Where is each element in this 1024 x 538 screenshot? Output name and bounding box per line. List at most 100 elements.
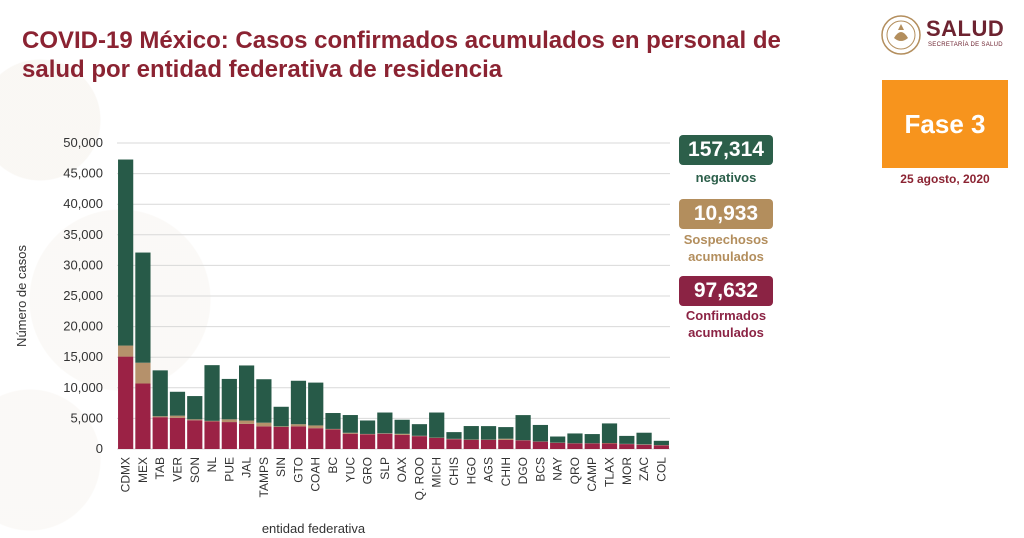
bar-negativos [463, 426, 479, 440]
bar-sospechosos [187, 419, 203, 421]
bar-confirmados [498, 439, 514, 449]
x-tick-label: COL [654, 457, 668, 482]
x-tick-label: TAMPS [257, 457, 271, 497]
bar-negativos [429, 412, 445, 438]
bar-confirmados [135, 383, 151, 449]
logo-subtext: SECRETARÍA DE SALUD [928, 42, 1003, 48]
y-tick-label: 40,000 [63, 196, 103, 211]
bar-confirmados [446, 439, 462, 449]
bar-negativos [480, 426, 497, 440]
bar-negativos [532, 424, 548, 442]
coat-of-arms-icon [881, 15, 921, 55]
bar-negativos [411, 424, 428, 436]
x-tick-label: COAH [309, 457, 323, 492]
bar-sospechosos [256, 422, 272, 427]
bar-confirmados [411, 436, 428, 449]
x-tick-label: NL [205, 457, 219, 473]
x-tick-label: MICH [430, 457, 444, 488]
bar-confirmados [118, 356, 134, 449]
bar-sospechosos [204, 420, 220, 422]
bar-negativos [325, 413, 341, 429]
x-tick-label: CDMX [119, 457, 133, 492]
bar-negativos [152, 370, 168, 417]
bar-negativos [567, 433, 583, 444]
bar-negativos [550, 436, 566, 443]
bar-sospechosos [221, 419, 237, 423]
y-tick-label: 30,000 [63, 257, 103, 272]
x-tick-label: TAB [153, 457, 167, 479]
sospechosos-total-badge: 10,933 [679, 199, 773, 229]
negativos-label: negativos [695, 170, 757, 185]
bar-sospechosos [135, 362, 151, 384]
x-tick-label: GTO [291, 457, 305, 483]
bar-confirmados [290, 426, 307, 449]
y-tick-label: 15,000 [63, 349, 103, 364]
y-tick-label: 0 [96, 441, 103, 456]
bar-confirmados [550, 442, 566, 449]
y-tick-label: 50,000 [63, 135, 103, 150]
bar-sospechosos [342, 432, 358, 434]
bar-confirmados [377, 433, 393, 449]
bar-negativos [342, 415, 358, 433]
y-tick-label: 20,000 [63, 319, 103, 334]
y-tick-label: 5,000 [70, 410, 103, 425]
x-tick-label: HGO [464, 457, 478, 484]
bar-sospechosos [239, 420, 255, 424]
bar-confirmados [273, 426, 289, 449]
bar-negativos [169, 391, 186, 416]
report-date: 25 agosto, 2020 [900, 172, 990, 186]
bar-negativos [308, 382, 324, 426]
bar-negativos [377, 412, 393, 434]
bar-confirmados [463, 439, 479, 449]
bar-confirmados [256, 426, 272, 449]
bar-sospechosos [308, 425, 324, 429]
bar-confirmados [601, 443, 618, 449]
bar-negativos [256, 379, 272, 423]
bar-confirmados [359, 434, 376, 449]
sospechosos-label: Sospechosos acumulados [683, 232, 769, 264]
bar-sospechosos [290, 424, 307, 427]
x-tick-label: MEX [136, 457, 150, 483]
bar-confirmados [394, 434, 410, 449]
x-tick-label: JAL [240, 457, 254, 478]
negativos-total-badge: 157,314 [679, 135, 773, 165]
bar-confirmados [152, 417, 168, 449]
bar-confirmados [221, 422, 237, 449]
x-tick-label: ZAC [637, 457, 651, 481]
phase-badge: Fase 3 [882, 80, 1008, 168]
bar-sospechosos [152, 416, 168, 418]
bar-negativos [601, 423, 618, 444]
y-tick-label: 25,000 [63, 288, 103, 303]
bar-negativos [394, 419, 410, 434]
bar-negativos [118, 159, 134, 346]
bar-confirmados [169, 417, 186, 449]
bar-sospechosos [394, 433, 410, 435]
x-tick-label: AGS [482, 457, 496, 482]
bar-confirmados [619, 444, 635, 449]
x-tick-label: TLAX [603, 457, 617, 487]
bar-negativos [204, 365, 220, 421]
bar-sospechosos [118, 345, 134, 357]
x-tick-label: GRO [361, 457, 375, 484]
x-tick-label: QRO [568, 457, 582, 484]
x-tick-label: BC [326, 457, 340, 474]
bar-confirmados [239, 423, 255, 449]
x-tick-label: Q. ROO [412, 457, 426, 500]
x-tick-label: OAX [395, 457, 409, 482]
x-tick-label: VER [170, 457, 184, 482]
x-tick-label: MOR [620, 457, 634, 485]
bar-confirmados [308, 428, 324, 449]
salud-logo: SALUD SECRETARÍA DE SALUD [880, 14, 1010, 56]
bar-confirmados [584, 443, 600, 449]
bar-negativos [187, 396, 203, 420]
bar-negativos [273, 406, 289, 427]
bar-sospechosos [169, 415, 186, 418]
bar-negativos [515, 415, 531, 441]
bar-confirmados [325, 429, 341, 449]
bar-confirmados [204, 421, 220, 449]
bar-negativos [636, 432, 652, 445]
y-tick-label: 35,000 [63, 227, 103, 242]
bar-confirmados [636, 444, 652, 449]
x-tick-label: DGO [516, 457, 530, 484]
